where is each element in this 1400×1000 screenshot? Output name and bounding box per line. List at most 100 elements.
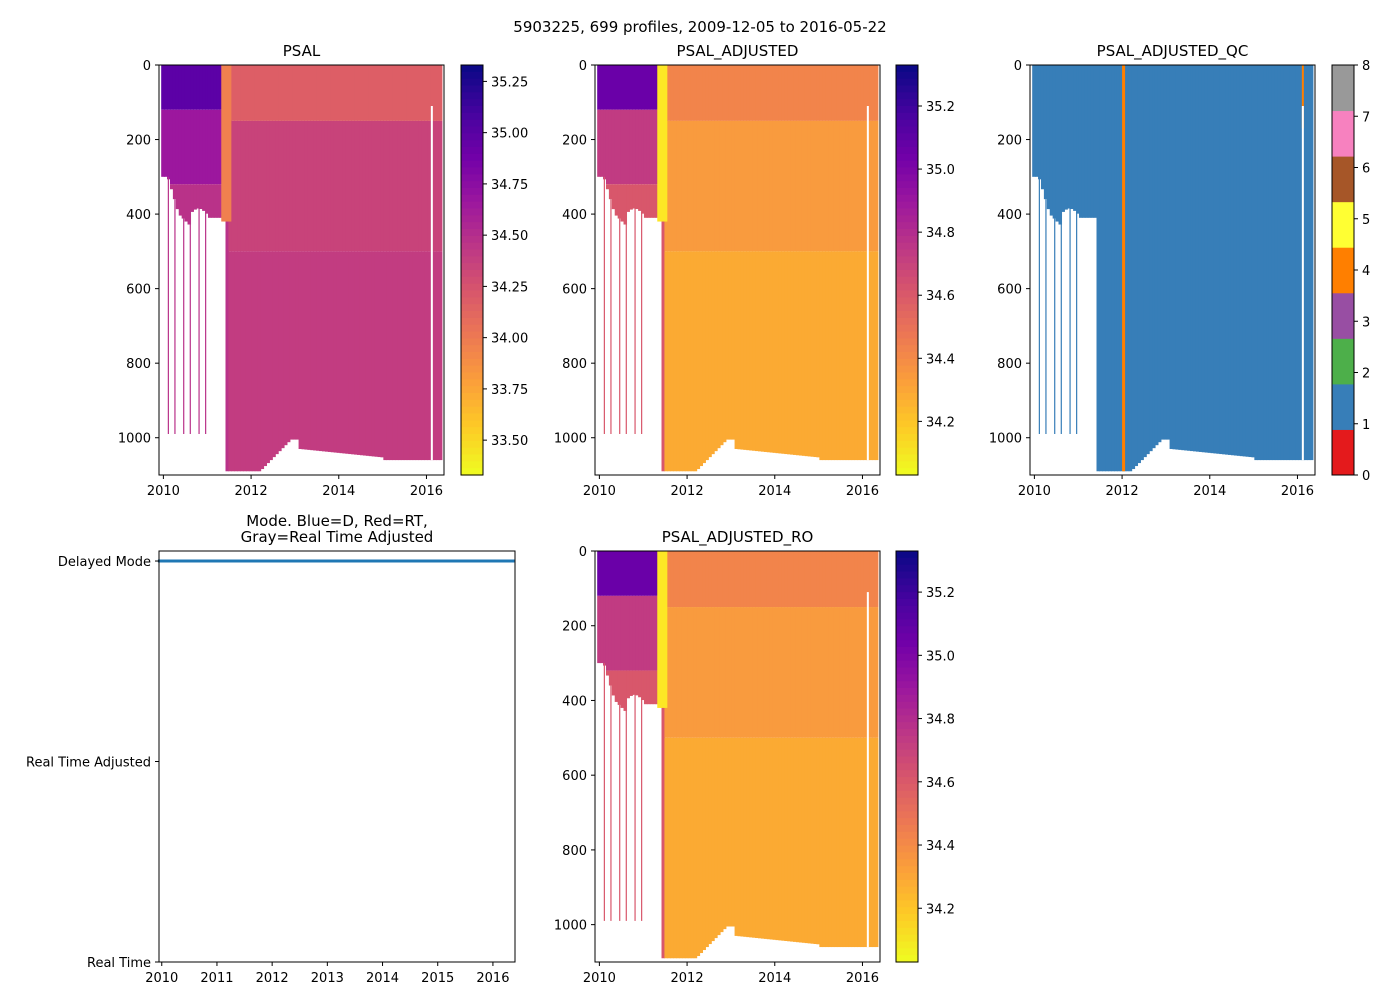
psal-adjusted-qc-cell xyxy=(1140,65,1144,461)
psal-adjusted-colorbar-segment xyxy=(896,71,918,80)
psal-adjusted-colorbar-segment xyxy=(896,311,918,319)
psal-adjusted-qc-cell xyxy=(1280,65,1285,461)
psal-adjusted-ro-cell xyxy=(871,607,876,738)
psal-cell xyxy=(301,120,306,252)
psal-cell xyxy=(193,65,197,110)
psal-adjusted-axes-frame xyxy=(594,64,881,476)
psal-adjusted-cell xyxy=(828,65,832,121)
psal-adjusted-cell xyxy=(728,65,733,121)
psal-adjusted-ro-cell xyxy=(614,670,619,702)
psal-adjusted-ro-cell xyxy=(623,670,628,711)
psal-adjusted-ro-ytick-label: 0 xyxy=(579,545,587,560)
psal-adjusted-ro-cell xyxy=(629,595,633,671)
psal-cell xyxy=(336,120,341,252)
psal-adjusted-qc-xtick-label: 2012 xyxy=(1106,484,1139,499)
psal-adjusted-cell xyxy=(611,65,616,110)
psal-adjusted-qc-cell xyxy=(1257,65,1261,461)
psal-adjusted-ro-cell xyxy=(611,670,616,696)
psal-cell xyxy=(245,120,250,252)
psal-adjusted-qc-xtick-label: 2014 xyxy=(1193,484,1226,499)
psal-cell xyxy=(377,65,382,121)
psal-cell xyxy=(333,120,338,252)
psal-adjusted-gap xyxy=(866,106,869,461)
psal-adjusted-cell xyxy=(649,184,654,218)
psal-adjusted-cell xyxy=(760,65,765,121)
psal-adjusted-ro-cell xyxy=(763,607,768,738)
psal-cell xyxy=(383,251,387,461)
psal-adjusted-ro-cell xyxy=(863,737,867,948)
psal-cell xyxy=(298,251,303,449)
psal-cell xyxy=(205,65,209,110)
psal-adjusted-ro-cell xyxy=(632,670,636,695)
psal-cell xyxy=(243,120,247,252)
psal-adjusted-ro-cell xyxy=(731,737,736,927)
psal-cell xyxy=(187,65,192,110)
psal-colorbar-segment xyxy=(461,119,483,128)
psal-adjusted-cell xyxy=(822,251,826,461)
psal-adjusted-ytick-label: 0 xyxy=(579,59,587,74)
psal-adjusted-ro-cell xyxy=(833,607,838,738)
psal-adjusted-cell xyxy=(874,65,879,121)
psal-adjusted-qc-cell xyxy=(1210,65,1215,454)
psal-adjusted-ro-colorbar-segment xyxy=(896,831,918,840)
psal-adjusted-cell xyxy=(766,251,771,453)
psal-adjusted-ro-cell xyxy=(667,607,671,738)
psal-colorbar-segment xyxy=(461,427,483,435)
psal-adjusted-cell xyxy=(714,120,718,252)
psal-colorbar-segment xyxy=(461,188,483,196)
psal-adjusted-cell xyxy=(801,251,806,456)
psal-adjusted-ro-colorbar-label: 34.4 xyxy=(926,839,955,854)
psal-adjusted-ro-cell xyxy=(816,551,820,608)
psal-adjusted-ro-colorbar-segment xyxy=(896,749,918,758)
psal-cell xyxy=(327,65,332,121)
psal-cell xyxy=(319,120,323,252)
psal-adjusted-ro-cell xyxy=(667,737,671,959)
psal-adjusted-cell xyxy=(684,65,689,121)
psal-cell xyxy=(254,65,259,121)
psal-adjusted-ro-cell xyxy=(757,551,762,608)
psal-adjusted-colorbar-segment xyxy=(896,399,918,408)
psal-adjusted-qc-cell xyxy=(1245,65,1250,457)
psal-adjusted-ro-cell xyxy=(804,737,809,944)
psal-adjusted-cell xyxy=(670,65,674,121)
psal-cell xyxy=(240,251,244,472)
psal-adjusted-cell xyxy=(611,109,616,185)
psal-cell xyxy=(313,120,317,252)
psal-adjusted-cell xyxy=(833,120,838,252)
psal-cell xyxy=(172,65,177,110)
psal-adjusted-colorbar-segment xyxy=(896,85,918,93)
psal-adjusted-ro-cell xyxy=(670,737,674,959)
psal-cell xyxy=(205,184,209,214)
psal-adjusted-cell xyxy=(810,120,815,252)
psal-adjusted-cell xyxy=(845,120,850,252)
psal-adjusted-cell xyxy=(866,65,870,121)
psal-adjusted-cell xyxy=(714,251,718,452)
psal-adjusted-ro-cell xyxy=(649,595,654,671)
psal-adjusted-ro-cell xyxy=(860,737,864,948)
psal-colorbar-segment xyxy=(461,242,483,251)
psal-adjusted-cell xyxy=(708,251,712,458)
psal-adjusted-ro-cell xyxy=(787,737,791,942)
psal-adjusted-colorbar-segment xyxy=(896,106,918,114)
psal-adjusted-title: PSAL_ADJUSTED xyxy=(677,42,799,61)
psal-cell xyxy=(260,251,265,470)
psal-adjusted-qc-cell xyxy=(1166,65,1171,440)
psal-adjusted-cell xyxy=(605,184,610,190)
psal-ytick-label: 0 xyxy=(143,59,151,74)
psal-adjusted-ro-colorbar-segment xyxy=(896,859,918,867)
psal-adjusted-cell xyxy=(752,251,756,451)
psal-adjusted-ro-cell xyxy=(842,607,847,738)
psal-colorbar-segment xyxy=(461,386,483,394)
psal-adjusted-ro-cell xyxy=(734,551,739,608)
psal-adjusted-ro-cell xyxy=(874,737,879,948)
psal-adjusted-cell xyxy=(737,120,742,252)
psal-adjusted-ro-cell xyxy=(793,737,797,942)
psal-adjusted-qc-cell xyxy=(1105,65,1109,472)
psal-adjusted-cell xyxy=(597,109,601,177)
psal-adjusted-ro-cell xyxy=(755,551,759,608)
psal-adjusted-ro-cell xyxy=(752,607,756,738)
psal-adjusted-ro-cell xyxy=(734,737,739,936)
psal-colorbar-label: 34.50 xyxy=(491,229,528,244)
psal-adjusted-ro-colorbar-segment xyxy=(896,674,918,682)
psal-adjusted-ro-cell xyxy=(693,737,698,959)
